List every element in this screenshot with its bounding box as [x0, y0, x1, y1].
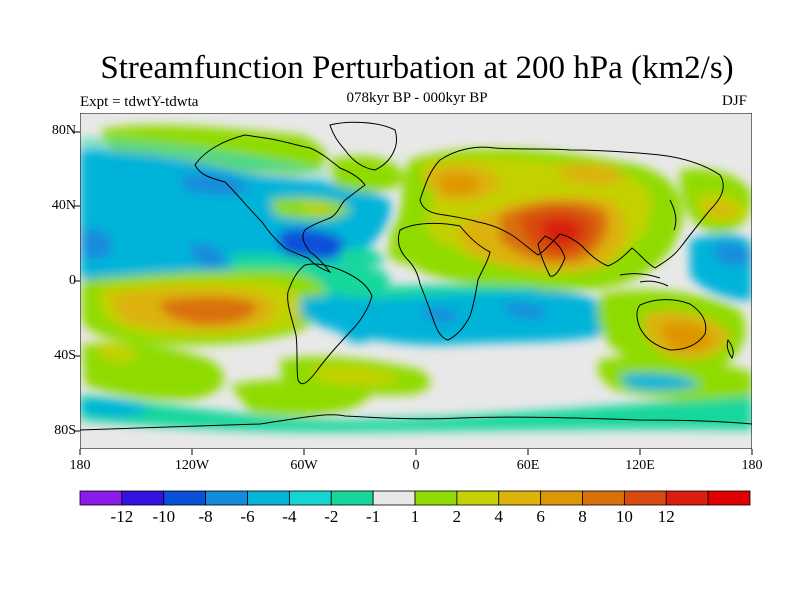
- contour-green-atl-tr: [385, 242, 460, 264]
- colorbar-label: 2: [452, 507, 462, 526]
- season-label: DJF: [722, 93, 748, 109]
- colorbar: [79, 490, 751, 506]
- contour-orange-europe: [440, 174, 480, 195]
- colorbar-swatch: [372, 490, 416, 506]
- colorbar-swatch: [498, 490, 542, 506]
- lon-label-60w: 60W: [290, 458, 318, 473]
- coast-new-zealand: [726, 338, 734, 359]
- contour-teal-satl: [330, 284, 540, 299]
- continent-outlines: [80, 121, 752, 431]
- contour-field: [80, 113, 752, 449]
- colorbar-swatch: [665, 490, 709, 506]
- colorbar-label: -1: [366, 507, 381, 526]
- contour-green-greenland: [330, 156, 405, 192]
- coast-japan: [669, 199, 677, 231]
- colorbar-swatch: [163, 490, 207, 506]
- contour-cyan-antarctic: [80, 395, 752, 432]
- lat-label-80s: 80S: [54, 423, 76, 438]
- colorbar-label: 12: [657, 507, 675, 526]
- colorbar-swatch: [288, 490, 332, 506]
- colorbar-swatch: [623, 490, 667, 506]
- colorbar-label: 4: [494, 507, 504, 526]
- lon-label-0: 0: [412, 458, 420, 473]
- colorbar-label: -8: [198, 507, 213, 526]
- colorbar-swatch: [247, 490, 290, 506]
- contour-green-iceland: [95, 343, 136, 363]
- contour-orange-aus: [660, 322, 712, 351]
- lat-label-40n: 40N: [51, 198, 76, 213]
- experiment-label: Expt = tdwtY-tdwta: [80, 94, 199, 110]
- colorbar-label: -2: [324, 507, 339, 526]
- colorbar-swatch: [330, 490, 374, 506]
- coast-greenland: [329, 121, 397, 171]
- colorbar-swatch: [121, 490, 165, 506]
- contour-cyan-sweirdo: [340, 328, 371, 343]
- colorbar-label: 1: [410, 507, 420, 526]
- colorbar-label: -6: [240, 507, 255, 526]
- colorbar-label: 6: [536, 507, 545, 526]
- contour-blue-sindian: [500, 303, 548, 319]
- contour-blue-epac: [715, 243, 752, 266]
- colorbar-swatch: [205, 490, 248, 506]
- lat-label-0: 0: [69, 273, 76, 288]
- lon-label-120w: 120W: [174, 458, 210, 473]
- contour-yellow-siberia: [560, 163, 625, 185]
- colorbar-swatch: [582, 490, 625, 506]
- contour-teal-npac-edge: [80, 140, 340, 178]
- coast-africa: [397, 222, 491, 341]
- contour-orange-spac: [160, 297, 258, 325]
- contour-blue-safrica: [420, 308, 459, 323]
- colorbar-swatch: [414, 490, 458, 506]
- coast-north-america: [194, 134, 366, 274]
- axis-ticks: [74, 131, 753, 455]
- coast-india: [537, 235, 566, 277]
- colorbar-label: -4: [282, 507, 297, 526]
- contour-yellow-south1: [310, 365, 400, 387]
- contour-blue-npac: [82, 228, 113, 260]
- contour-blue-cpac: [190, 243, 226, 268]
- lon-label-120e: 120E: [625, 458, 655, 473]
- colorbar-label: -10: [152, 507, 176, 526]
- colorbar-swatch: [456, 490, 500, 506]
- plot-subtitle: 078kyr BP - 000kyr BP: [346, 90, 488, 106]
- contour-green-south4: [230, 379, 370, 416]
- coast-australia: [636, 299, 707, 351]
- colorbar-swatch: [540, 490, 583, 506]
- coast-indonesia: [619, 273, 669, 287]
- colorbar-label: 8: [578, 507, 587, 526]
- lat-label-80n: 80N: [51, 123, 76, 138]
- coast-antarctica: [80, 414, 752, 431]
- lat-label-40s: 40S: [54, 348, 76, 363]
- colorbar-swatch: [707, 490, 751, 506]
- colorbar-label: -12: [110, 507, 134, 526]
- coast-south-america: [287, 263, 373, 385]
- coast-eurasia: [419, 146, 724, 269]
- lon-label-180w: 180: [69, 458, 91, 473]
- colorbar-swatch: [79, 490, 123, 506]
- contour-cyan-south2: [620, 373, 700, 391]
- contour-cyan-trop-atl: [340, 248, 385, 267]
- lon-label-180e: 180: [741, 458, 763, 473]
- lon-label-60e: 60E: [516, 458, 540, 473]
- contour-yellow-natl: [300, 203, 334, 214]
- colorbar-label: 10: [615, 507, 633, 526]
- plot-title: Streamfunction Perturbation at 200 hPa (…: [100, 50, 734, 86]
- contour-cyan-sw: [82, 399, 150, 417]
